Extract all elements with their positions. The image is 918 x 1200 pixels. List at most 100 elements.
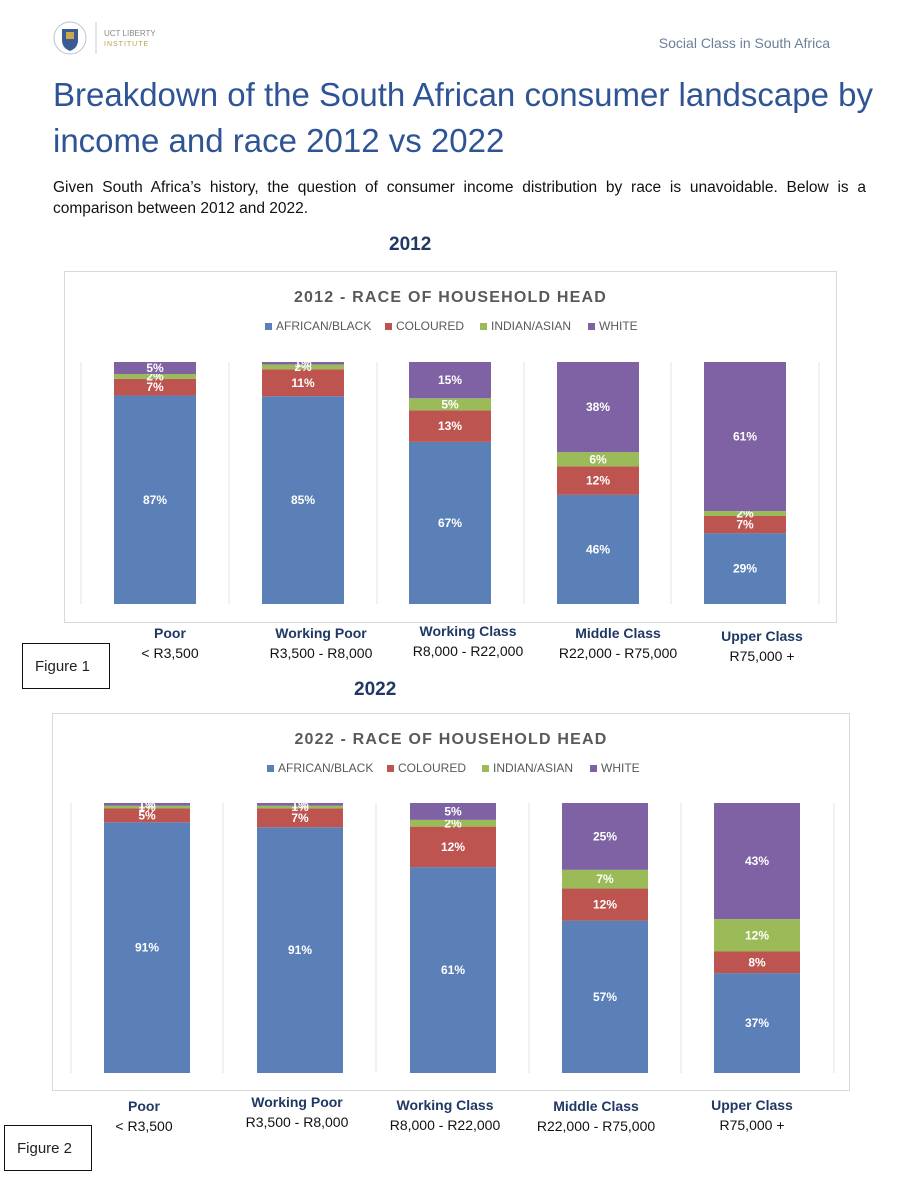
- bar-working-poor-coloured: [257, 808, 343, 828]
- category-name: Working Poor: [251, 1094, 343, 1110]
- legend-label-white: WHITE: [601, 761, 640, 775]
- bar-middle-class-african-black: [557, 494, 639, 604]
- bar-middle-class-white: [562, 803, 648, 870]
- bar-working-class-indian-asian: [409, 398, 491, 411]
- bar-middle-class-coloured: [562, 888, 648, 921]
- data-label-working-class-coloured: 12%: [441, 840, 465, 854]
- category-name: Working Class: [396, 1097, 494, 1113]
- data-label-poor-african-black: 87%: [143, 493, 167, 507]
- legend-label-indian-asian: INDIAN/ASIAN: [493, 761, 573, 775]
- data-label-upper-class-white: 61%: [733, 430, 757, 444]
- bar-poor-african-black: [114, 395, 196, 604]
- legend-swatch-white: [588, 323, 595, 330]
- bar-upper-class-white: [704, 362, 786, 512]
- bar-poor-coloured: [114, 378, 196, 396]
- data-label-upper-class-coloured: 7%: [736, 518, 754, 532]
- data-label-working-class-white: 5%: [444, 804, 462, 818]
- chart-2012-svg: 2012 - RACE OF HOUSEHOLD HEAD AFRICAN/BLA…: [80, 289, 820, 604]
- chart-2022: 2022 - RACE OF HOUSEHOLD HEAD AFRICAN/BLA…: [52, 713, 850, 1091]
- bar-working-poor-indian-asian: [262, 364, 344, 370]
- data-label-upper-class-white: 43%: [745, 854, 769, 868]
- legend-swatch-coloured: [385, 323, 392, 330]
- bar-upper-class-african-black: [704, 533, 786, 604]
- bar-upper-class-indian-asian: [714, 919, 800, 952]
- bar-working-class-white: [409, 362, 491, 399]
- category-name: Middle Class: [575, 625, 661, 641]
- category-label-poor-2012: Poor < R3,500: [100, 625, 240, 661]
- legend-swatch-white: [590, 765, 597, 772]
- category-name: Poor: [128, 1098, 160, 1114]
- intro-paragraph: Given South Africa’s history, the questi…: [53, 179, 866, 217]
- category-range: R75,000 +: [719, 1117, 785, 1133]
- category-name: Upper Class: [711, 1097, 793, 1113]
- category-range: R8,000 - R22,000: [412, 643, 524, 659]
- year-heading-2012: 2012: [389, 234, 432, 255]
- bar-upper-class-coloured: [704, 516, 786, 534]
- category-range: R8,000 - R22,000: [389, 1117, 501, 1133]
- data-label-middle-class-african-black: 57%: [593, 990, 617, 1004]
- chart-title: 2012 - RACE OF HOUSEHOLD HEAD: [294, 289, 607, 306]
- data-label-upper-class-coloured: 8%: [748, 955, 766, 969]
- page-title: Breakdown of the South African consumer …: [53, 76, 873, 159]
- figure-1-label: Figure 1: [22, 643, 110, 689]
- category-label-middle-class-2022: Middle Class R22,000 - R75,000: [526, 1098, 666, 1134]
- bar-working-poor-african-black: [262, 396, 344, 604]
- data-label-working-class-coloured: 13%: [438, 419, 462, 433]
- data-label-working-poor-african-black: 91%: [288, 943, 312, 957]
- category-name: Working Class: [419, 623, 517, 639]
- legend-label-white: WHITE: [599, 319, 638, 333]
- bar-upper-class-indian-asian: [704, 511, 786, 516]
- figure-2-label: Figure 2: [4, 1125, 92, 1171]
- data-label-middle-class-indian-asian: 7%: [596, 872, 614, 886]
- bar-poor-white: [114, 362, 196, 374]
- legend-label-african-black: AFRICAN/BLACK: [278, 761, 373, 775]
- bar-middle-class-african-black: [562, 920, 648, 1073]
- data-label-working-poor-white: 1%: [294, 356, 312, 370]
- bar-poor-white: [104, 803, 190, 806]
- category-label-working-poor-2012: Working Poor R3,500 - R8,000: [251, 625, 391, 661]
- category-range: R75,000 +: [729, 648, 795, 664]
- data-label-middle-class-indian-asian: 6%: [589, 452, 607, 466]
- data-label-working-poor-coloured: 7%: [291, 811, 309, 825]
- data-label-poor-white: 1%: [138, 797, 156, 811]
- category-label-upper-class-2022: Upper Class R75,000 +: [682, 1097, 822, 1133]
- category-label-middle-class-2012: Middle Class R22,000 - R75,000: [548, 625, 688, 661]
- data-label-poor-african-black: 91%: [135, 941, 159, 955]
- bar-working-poor-indian-asian: [257, 805, 343, 809]
- bar-upper-class-white: [714, 803, 800, 920]
- bar-middle-class-coloured: [557, 466, 639, 495]
- legend-label-coloured: COLOURED: [396, 319, 464, 333]
- category-range: R22,000 - R75,000: [558, 645, 678, 661]
- data-label-poor-white: 5%: [146, 361, 164, 375]
- data-label-working-poor-coloured: 11%: [291, 376, 315, 390]
- bar-working-poor-coloured: [262, 369, 344, 397]
- bar-working-class-african-black: [410, 867, 496, 1073]
- category-name: Working Poor: [275, 625, 367, 641]
- data-label-working-class-african-black: 61%: [441, 963, 465, 977]
- bar-upper-class-coloured: [714, 951, 800, 974]
- category-range: R3,500 - R8,000: [245, 1114, 349, 1130]
- data-label-working-class-white: 15%: [438, 373, 462, 387]
- category-label-poor-2022: Poor < R3,500: [74, 1098, 214, 1134]
- bar-poor-indian-asian: [114, 373, 196, 379]
- data-label-poor-coloured: 7%: [146, 380, 164, 394]
- data-label-middle-class-coloured: 12%: [593, 898, 617, 912]
- chart-title: 2022 - RACE OF HOUSEHOLD HEAD: [294, 731, 607, 748]
- data-label-poor-coloured: 5%: [138, 808, 156, 822]
- category-range: < R3,500: [141, 645, 199, 661]
- data-label-working-poor-white: 1%: [291, 797, 309, 811]
- category-name: Upper Class: [721, 628, 803, 644]
- data-label-working-poor-african-black: 85%: [291, 493, 315, 507]
- legend-swatch-african-black: [267, 765, 274, 772]
- bar-poor-indian-asian: [104, 805, 190, 809]
- data-label-middle-class-white: 25%: [593, 829, 617, 843]
- bar-working-class-coloured: [409, 410, 491, 442]
- category-range: R3,500 - R8,000: [269, 645, 373, 661]
- legend-swatch-coloured: [387, 765, 394, 772]
- bar-middle-class-white: [557, 362, 639, 453]
- legend-swatch-indian-asian: [480, 323, 487, 330]
- legend-swatch-indian-asian: [482, 765, 489, 772]
- bar-working-poor-african-black: [257, 827, 343, 1073]
- bar-working-class-african-black: [409, 441, 491, 604]
- logo-text-2: INSTITUTE: [104, 41, 149, 48]
